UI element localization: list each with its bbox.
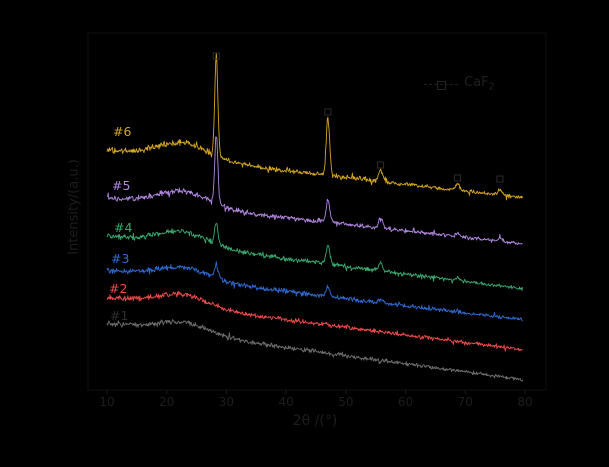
legend-square-marker-icon — [437, 80, 446, 90]
caf2-peak-square-icon — [496, 175, 504, 183]
curve-label-sample-3: #3 — [111, 251, 129, 266]
curve-label-sample-4: #4 — [114, 220, 132, 235]
curve-label-sample-1: #1 — [110, 308, 128, 323]
xrd-curve-sample-3 — [106, 261, 523, 322]
curve-label-sample-6: #6 — [113, 124, 131, 139]
legend-label: CaF2 — [464, 75, 495, 93]
curve-label-sample-2: #2 — [109, 281, 127, 296]
x-tick-label: 70 — [457, 395, 473, 409]
caf2-peak-square-icon — [376, 161, 385, 169]
curve-label-sample-5: #5 — [112, 178, 130, 193]
x-tick-label: 80 — [517, 395, 533, 409]
legend: CaF2 — [424, 75, 495, 93]
xrd-curve-sample-6 — [106, 52, 524, 201]
x-tick-label: 20 — [159, 395, 175, 409]
x-tick-label: 60 — [397, 395, 414, 409]
xrd-curve-sample-1 — [106, 319, 524, 382]
plot-box-spines — [87, 32, 547, 391]
x-tick-label: 50 — [338, 395, 354, 409]
xrd-curve-sample-5 — [106, 136, 523, 245]
x-tick-label: 30 — [218, 395, 235, 409]
caf2-peak-square-icon — [324, 108, 332, 116]
xrd-curve-sample-2 — [106, 290, 523, 352]
caf2-peak-square-icon — [212, 52, 220, 60]
y-axis-label: Intensity/(a.u.) — [66, 159, 82, 255]
x-tick-label: 40 — [278, 395, 294, 409]
x-axis-label: 2θ /(°) — [292, 413, 338, 429]
legend-formula-base: CaF — [464, 75, 489, 91]
xrd-curve-sample-4 — [106, 222, 524, 291]
x-tick-label: 10 — [99, 395, 115, 409]
caf2-peak-square-icon — [453, 174, 462, 182]
legend-dashed-line — [424, 80, 458, 90]
legend-formula-subscript: 2 — [488, 81, 495, 93]
